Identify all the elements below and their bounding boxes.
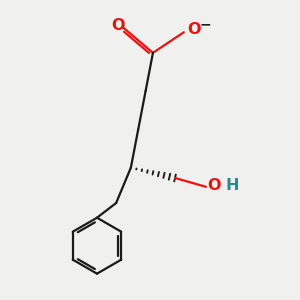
- Text: O: O: [207, 178, 221, 193]
- Text: H: H: [225, 178, 238, 193]
- Text: O: O: [112, 18, 125, 33]
- Text: O: O: [188, 22, 201, 38]
- Text: −: −: [199, 17, 211, 31]
